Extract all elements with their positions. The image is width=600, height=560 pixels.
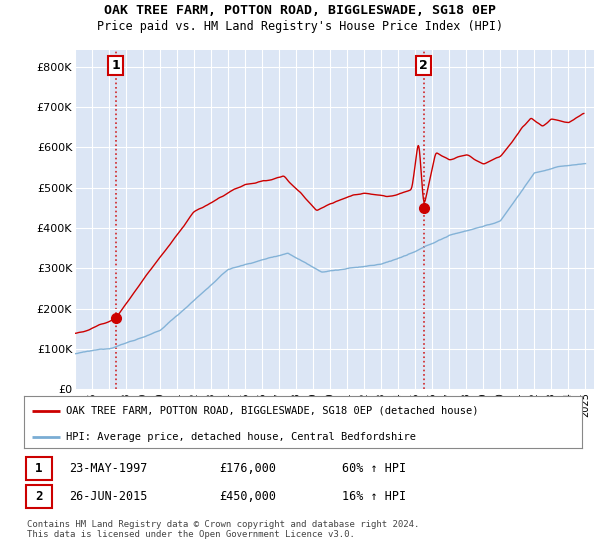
Text: OAK TREE FARM, POTTON ROAD, BIGGLESWADE, SG18 0EP: OAK TREE FARM, POTTON ROAD, BIGGLESWADE,… [104,4,496,17]
Text: 2: 2 [35,490,43,503]
Text: 2: 2 [419,59,428,72]
Text: OAK TREE FARM, POTTON ROAD, BIGGLESWADE, SG18 0EP (detached house): OAK TREE FARM, POTTON ROAD, BIGGLESWADE,… [66,405,478,416]
Text: Contains HM Land Registry data © Crown copyright and database right 2024.
This d: Contains HM Land Registry data © Crown c… [27,520,419,539]
Text: 1: 1 [111,59,120,72]
Text: £450,000: £450,000 [219,490,276,503]
Text: 26-JUN-2015: 26-JUN-2015 [69,490,148,503]
Text: Price paid vs. HM Land Registry's House Price Index (HPI): Price paid vs. HM Land Registry's House … [97,20,503,33]
Text: £176,000: £176,000 [219,462,276,475]
Text: 16% ↑ HPI: 16% ↑ HPI [342,490,406,503]
Text: 1: 1 [35,462,43,475]
Text: HPI: Average price, detached house, Central Bedfordshire: HPI: Average price, detached house, Cent… [66,432,416,441]
Text: 60% ↑ HPI: 60% ↑ HPI [342,462,406,475]
Text: 23-MAY-1997: 23-MAY-1997 [69,462,148,475]
